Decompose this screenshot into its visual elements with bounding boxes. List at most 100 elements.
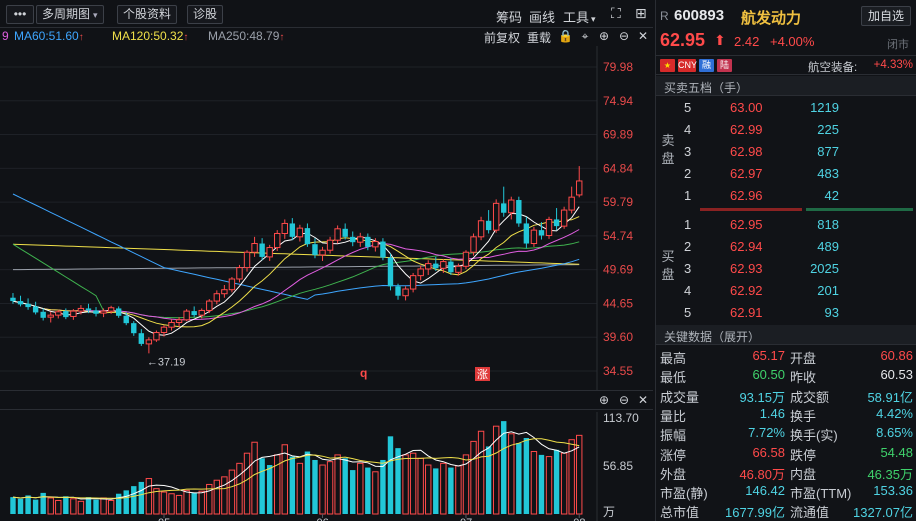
zoom-in-icon[interactable]: ⊕ (598, 29, 610, 43)
candle-body (55, 311, 62, 316)
order-price: 62.99 (730, 122, 763, 137)
order-row[interactable]: 3 62.93 2025 (656, 258, 916, 280)
zoom-out-icon[interactable]: ⊖ (618, 393, 630, 407)
expand-icon[interactable]: ⛶ (611, 5, 621, 21)
candle-body (395, 286, 401, 296)
candle-body (213, 293, 221, 302)
volume-bar (206, 483, 213, 515)
diagnose-button[interactable]: 诊股 (187, 5, 224, 24)
candlestick-chart[interactable]: 79.98 74.94 69.89 64.84 59.79 54.74 49.69 44.65… (0, 46, 653, 390)
order-row[interactable]: 2 62.97 483 (656, 163, 916, 185)
volume-bar (470, 440, 477, 515)
volume-bar (440, 462, 447, 515)
zoom-out-icon[interactable]: ⊖ (618, 29, 630, 43)
candle-body (538, 230, 545, 236)
volume-bar (100, 497, 107, 515)
volume-ma10-line (12, 438, 580, 499)
candle-body (304, 228, 311, 245)
order-volume: 225 (817, 122, 839, 137)
ask-strength-bar (700, 208, 802, 211)
candle-body (560, 209, 568, 227)
candle-body (274, 232, 281, 249)
close-icon[interactable]: ✕ (637, 29, 649, 43)
key-data-header[interactable]: 关键数据（展开） (656, 325, 916, 345)
candle-body (289, 223, 296, 237)
volume-bar (334, 454, 341, 515)
volume-bar (107, 499, 115, 515)
volume-bar (236, 462, 243, 515)
candle-body (440, 261, 447, 269)
key-data-row: 最低 60.50 昨收 60.53 (656, 365, 916, 385)
candle-body (365, 236, 371, 247)
volume-bar (10, 497, 16, 514)
volume-bar (243, 452, 251, 515)
candle-body (63, 311, 69, 318)
order-row[interactable]: 2 62.94 489 (656, 236, 916, 258)
order-row[interactable]: 3 62.98 877 (656, 141, 916, 163)
lock-icon[interactable]: 🔒 (558, 29, 573, 43)
candle-body (115, 308, 122, 316)
volume-bar (319, 464, 326, 515)
order-row[interactable]: 4 62.99 225 (656, 119, 916, 141)
key-data-label: 跌停 (790, 447, 817, 463)
order-volume: 201 (817, 283, 839, 298)
volume-bar (77, 500, 85, 515)
crosshair-icon[interactable]: ⌖ (581, 29, 589, 43)
close-icon[interactable]: ✕ (637, 393, 649, 407)
sector-name[interactable]: 航空装备: (808, 62, 858, 74)
key-data-row: 涨停 66.58 跌停 54.48 (656, 443, 916, 463)
arrow-up-icon: ↑ (183, 32, 189, 43)
volume-bar (228, 469, 236, 515)
grid-menu-icon[interactable]: ⊞ (635, 5, 647, 21)
adjust-button[interactable]: 前复权 (484, 31, 521, 45)
candle-body (168, 321, 175, 328)
ma250-line (13, 264, 580, 271)
market-status: 闭市 (887, 39, 909, 51)
candle-body (462, 251, 470, 267)
china-flag-icon: ★ (660, 59, 675, 72)
volume-chart[interactable]: 113.70 56.85 万 05 06 07 08 (0, 412, 653, 521)
key-data-value: 65.17 (752, 348, 785, 363)
draw-line-button[interactable]: 画线 (529, 10, 556, 25)
reload-button[interactable]: 重载 (527, 31, 552, 45)
key-data-value: 66.58 (752, 444, 785, 460)
candle-body (492, 202, 500, 231)
volume-bar (545, 456, 553, 515)
ma250-text: MA250:48.79 (208, 29, 280, 43)
volume-bar (93, 499, 99, 514)
multi-period-button[interactable]: 多周期图 ▾ (36, 5, 104, 24)
chip-distribution-button[interactable]: 筹码 (496, 10, 523, 25)
candle-body (175, 319, 183, 323)
sector-change: +4.33% (873, 59, 913, 71)
volume-bar (433, 468, 439, 514)
order-row[interactable]: 1 62.96 42 (656, 185, 916, 207)
candle-body (236, 267, 243, 280)
volume-bar (153, 488, 160, 515)
tools-button[interactable]: 工具 ▾ (563, 7, 596, 26)
key-data-label: 外盘 (660, 466, 687, 482)
candle-body (516, 200, 522, 224)
order-row[interactable]: 1 62.95 818 (656, 214, 916, 236)
volume-bar (448, 467, 454, 514)
order-row[interactable]: 4 62.92 201 (656, 280, 916, 302)
stock-info-button[interactable]: 个股资料 (117, 5, 178, 24)
add-watchlist-button[interactable]: 加自选 (860, 6, 911, 26)
volume-bar (191, 492, 197, 514)
key-data-value: 60.86 (880, 348, 913, 363)
order-price: 62.98 (730, 144, 763, 159)
more-menu-button[interactable]: ••• (6, 5, 34, 24)
key-data-row: 振幅 7.72% 换手(实) 8.65% (656, 423, 916, 443)
order-row[interactable]: 5 62.91 93 (656, 302, 916, 324)
key-data-row: 总市值 1677.99亿 流通值 1327.07亿 (656, 500, 916, 521)
candle-body (402, 288, 409, 297)
volume-bar (289, 456, 296, 514)
candle-body (319, 249, 326, 256)
key-data-row: 量比 1.46 换手 4.42% (656, 404, 916, 424)
volume-bar (25, 495, 31, 514)
key-data-value: 1327.07亿 (853, 505, 913, 521)
volume-bar (296, 462, 304, 515)
stock-name[interactable]: 航发动力 (741, 10, 802, 27)
orderbook-header[interactable]: 买卖五档（手） (656, 76, 916, 96)
zoom-in-icon[interactable]: ⊕ (598, 393, 610, 407)
order-row[interactable]: 5 63.00 1219 (656, 97, 916, 119)
